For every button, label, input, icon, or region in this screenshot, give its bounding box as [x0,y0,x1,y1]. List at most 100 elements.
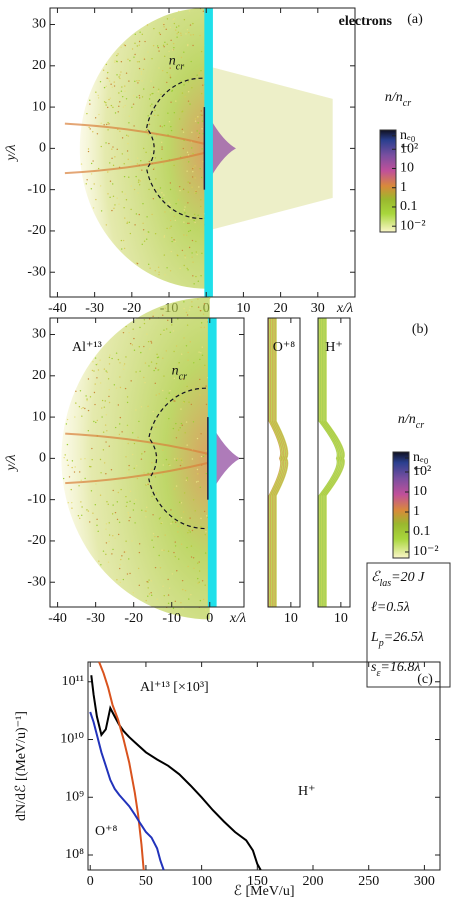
particle [183,19,186,21]
colorbar [379,129,397,233]
particle [186,444,188,446]
particle [146,238,148,240]
particle [115,352,118,354]
particle [168,587,171,589]
particle [165,28,167,31]
particle [180,32,182,34]
colorbar-tick-label: 10 [400,161,414,176]
particle [191,239,194,242]
particle [163,375,165,377]
particle [112,195,115,197]
annotation-sub: cr [176,61,184,72]
particle [114,61,116,63]
particle [172,427,175,430]
particle [185,479,188,482]
particle [171,324,173,326]
particle [107,129,109,131]
species-profile [274,318,288,607]
particle [162,357,164,359]
particle [157,369,160,371]
particle [118,521,121,523]
particle [178,25,180,27]
particle [145,510,147,512]
particle [170,225,172,228]
particle [143,472,145,474]
particle [196,253,198,256]
particle [138,551,141,554]
particle [191,131,193,134]
particle [128,331,130,334]
particle [111,209,113,212]
particle [154,535,156,538]
particle [78,406,81,408]
particle [128,122,130,124]
y-tick-label: -10 [27,182,46,197]
x-tick-label: 10 [284,611,298,626]
particle [124,85,126,87]
particle [105,528,107,530]
particle [150,580,152,582]
particle [163,22,165,24]
particle [173,17,176,20]
x-tick-label: 150 [247,874,268,889]
particle [185,311,188,314]
particle [163,236,165,238]
particle [105,370,107,372]
particle [132,432,134,434]
particle [179,267,181,270]
particle [105,441,107,443]
parameter-rest: =20 J [391,570,425,585]
particle [200,110,202,112]
y-tick-label: 30 [32,17,46,32]
particle [161,69,164,72]
particle [100,210,103,212]
particle [147,263,150,266]
parameter-sub: ε [376,668,380,679]
particle [116,197,118,199]
particle [119,581,122,584]
particle [198,570,201,572]
particle [62,477,65,480]
particle [164,307,166,309]
particle [200,352,202,354]
particle [146,333,148,335]
particle [163,594,165,597]
particle [166,18,169,20]
series-label: O⁺⁸ [95,824,118,839]
particle [201,252,203,255]
particle-fan [206,65,333,231]
particle [155,362,158,365]
particle [132,103,135,105]
x-tick-label: -30 [85,301,104,316]
particle [154,157,157,159]
particle [169,210,172,212]
particle [197,473,199,475]
particle [187,181,189,183]
particle [114,537,116,539]
particle [178,10,180,13]
particle [191,176,194,178]
particle [158,500,160,502]
particle [199,394,201,396]
particle [137,181,140,183]
particle [75,390,77,392]
particle [140,406,143,408]
particle [197,116,199,119]
particle [105,473,107,475]
particle [188,161,190,163]
particle [120,61,123,63]
particle [180,502,183,504]
particle [156,45,159,47]
particle [204,584,206,586]
particle [190,60,192,63]
particle [173,551,175,554]
particle [125,199,128,201]
particle [202,313,205,315]
particle [136,262,139,265]
particle [189,24,192,26]
particle [115,387,118,389]
particle [169,74,171,76]
species-profile [320,318,340,607]
particle [159,125,162,127]
particle [136,96,138,98]
